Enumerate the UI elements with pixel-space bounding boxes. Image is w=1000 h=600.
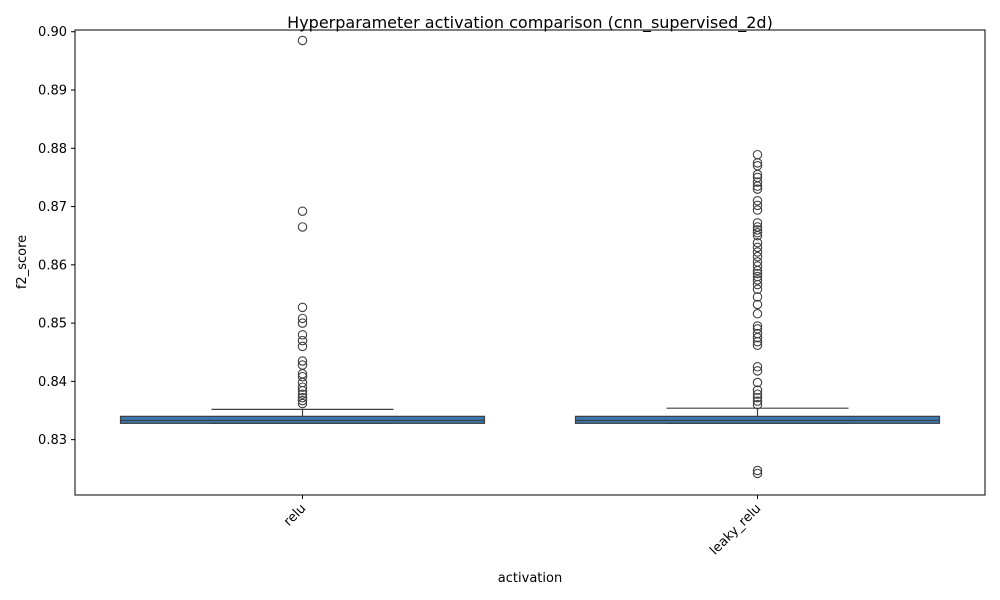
outlier-point — [752, 265, 763, 276]
outlier-point — [752, 158, 763, 168]
outlier-point — [297, 341, 308, 352]
y-tick-label: 0.90 — [38, 25, 67, 40]
outlier-point — [752, 225, 763, 235]
outlier-point — [297, 330, 308, 340]
outlier-point — [752, 177, 763, 187]
outlier-point — [752, 218, 763, 228]
y-tick-label: 0.87 — [38, 200, 67, 215]
outlier-point — [297, 398, 308, 409]
outlier-point — [752, 279, 763, 290]
y-axis-label: f2_score — [15, 235, 30, 289]
outlier-point — [297, 206, 308, 216]
outlier-point — [752, 468, 763, 479]
outlier-point — [297, 35, 308, 46]
outlier-point — [752, 275, 763, 285]
outlier-point — [752, 169, 763, 180]
outlier-point — [752, 205, 763, 215]
outlier-point — [752, 332, 763, 343]
y-tick-label: 0.86 — [38, 258, 67, 273]
outlier-point — [752, 299, 763, 310]
y-tick-label: 0.89 — [38, 84, 67, 99]
y-tick-label: 0.83 — [38, 433, 67, 448]
outlier-point — [752, 321, 763, 331]
outlier-point — [752, 237, 763, 248]
outlier-point — [752, 251, 763, 262]
outlier-point — [752, 389, 763, 399]
outlier-point — [752, 385, 763, 395]
outlier-point — [752, 242, 763, 253]
outlier-point — [752, 184, 763, 194]
outlier-point — [297, 313, 308, 324]
outlier-point — [752, 247, 763, 257]
outlier-point — [752, 396, 763, 406]
outlier-point — [297, 335, 308, 346]
y-tick-label: 0.88 — [38, 142, 67, 157]
outlier-point — [297, 392, 308, 403]
outlier-point — [752, 228, 763, 238]
outlier-point — [752, 399, 763, 410]
outlier-point — [297, 356, 308, 366]
outlier-point — [297, 222, 308, 232]
outlier-point — [752, 261, 763, 271]
y-tick-label: 0.85 — [38, 317, 67, 332]
outlier-point — [297, 302, 308, 313]
outlier-point — [752, 377, 763, 388]
outlier-point — [752, 292, 763, 302]
outlier-point — [752, 362, 763, 372]
outlier-point — [752, 336, 763, 347]
outlier-point — [752, 340, 763, 350]
outlier-point — [752, 195, 763, 206]
outlier-point — [752, 230, 763, 241]
outlier-point — [297, 382, 308, 392]
x-axis-label: activation — [498, 571, 562, 586]
outlier-point — [297, 371, 308, 382]
plot-frame — [74, 29, 986, 496]
chart-title: Hyperparameter activation comparison (cn… — [287, 13, 773, 33]
outlier-point — [752, 309, 763, 319]
outlier-point — [297, 385, 308, 396]
outlier-point — [752, 284, 763, 295]
outlier-point — [752, 392, 763, 403]
y-tick-label: 0.84 — [38, 375, 67, 390]
outlier-point — [297, 318, 308, 328]
outlier-point — [297, 395, 308, 406]
outlier-point — [752, 268, 763, 279]
outlier-point — [752, 181, 763, 191]
outlier-point — [752, 465, 763, 476]
outlier-point — [752, 200, 763, 211]
outlier-point — [752, 366, 763, 376]
outlier-point — [297, 389, 308, 399]
